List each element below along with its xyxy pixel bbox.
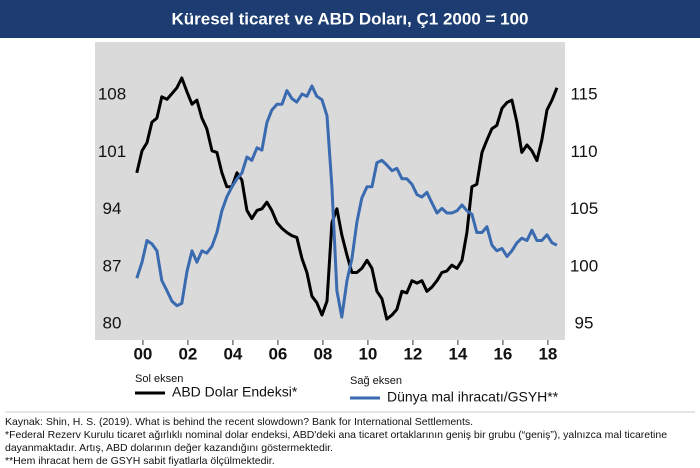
footnote: dayanmaktadır. Artış, ABD dolarının değe…	[5, 442, 333, 454]
x-tick-label: 04	[223, 344, 242, 363]
y-axis-label: Sol eksen	[135, 373, 183, 385]
y-tick-label: 87	[103, 256, 122, 275]
x-tick-label: 16	[493, 344, 512, 363]
y2-tick-label: 110	[570, 142, 597, 161]
x-tick-label: 18	[538, 344, 557, 363]
y2-tick-label: 100	[570, 256, 598, 275]
y2-tick-label: 115	[570, 85, 597, 104]
y-tick-label: 94	[103, 199, 122, 218]
x-tick-label: 06	[268, 344, 287, 363]
plot-area	[95, 42, 565, 340]
title-bar	[0, 0, 700, 38]
footnote: *Federal Rezerv Kurulu ticaret ağırlıklı…	[5, 429, 667, 441]
y-tick-label: 108	[98, 85, 126, 104]
footnote: Kaynak: Shin, H. S. (2019). What is behi…	[5, 416, 473, 428]
x-tick-label: 14	[448, 344, 467, 363]
legend-label: ABD Dolar Endeksi*	[172, 384, 298, 400]
y-tick-label: 80	[103, 313, 122, 332]
footnote: **Hem ihracat hem de GSYH sabit fiyatlar…	[5, 455, 275, 467]
x-tick-label: 02	[178, 344, 197, 363]
x-tick-label: 00	[133, 344, 152, 363]
chart-title: Küresel ticaret ve ABD Doları, Ç1 2000 =…	[171, 9, 528, 28]
legend-label: Dünya mal ihracatı/GSYH**	[387, 389, 559, 405]
x-tick-label: 12	[403, 344, 422, 363]
y2-tick-label: 105	[570, 199, 598, 218]
series-line	[135, 76, 559, 321]
y2-tick-label: 95	[575, 313, 594, 332]
x-tick-label: 08	[313, 344, 332, 363]
x-tick-label: 10	[358, 344, 377, 363]
y-tick-label: 101	[98, 142, 126, 161]
y2-axis-label: Sağ eksen	[350, 375, 402, 387]
series-line	[135, 84, 558, 319]
